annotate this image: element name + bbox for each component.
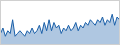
area-line (1, 14, 120, 36)
chart-svg (0, 0, 120, 45)
plot-frame (1, 1, 120, 45)
plot-area (1, 14, 120, 44)
area-fill (1, 14, 120, 44)
chart-container (0, 0, 120, 45)
